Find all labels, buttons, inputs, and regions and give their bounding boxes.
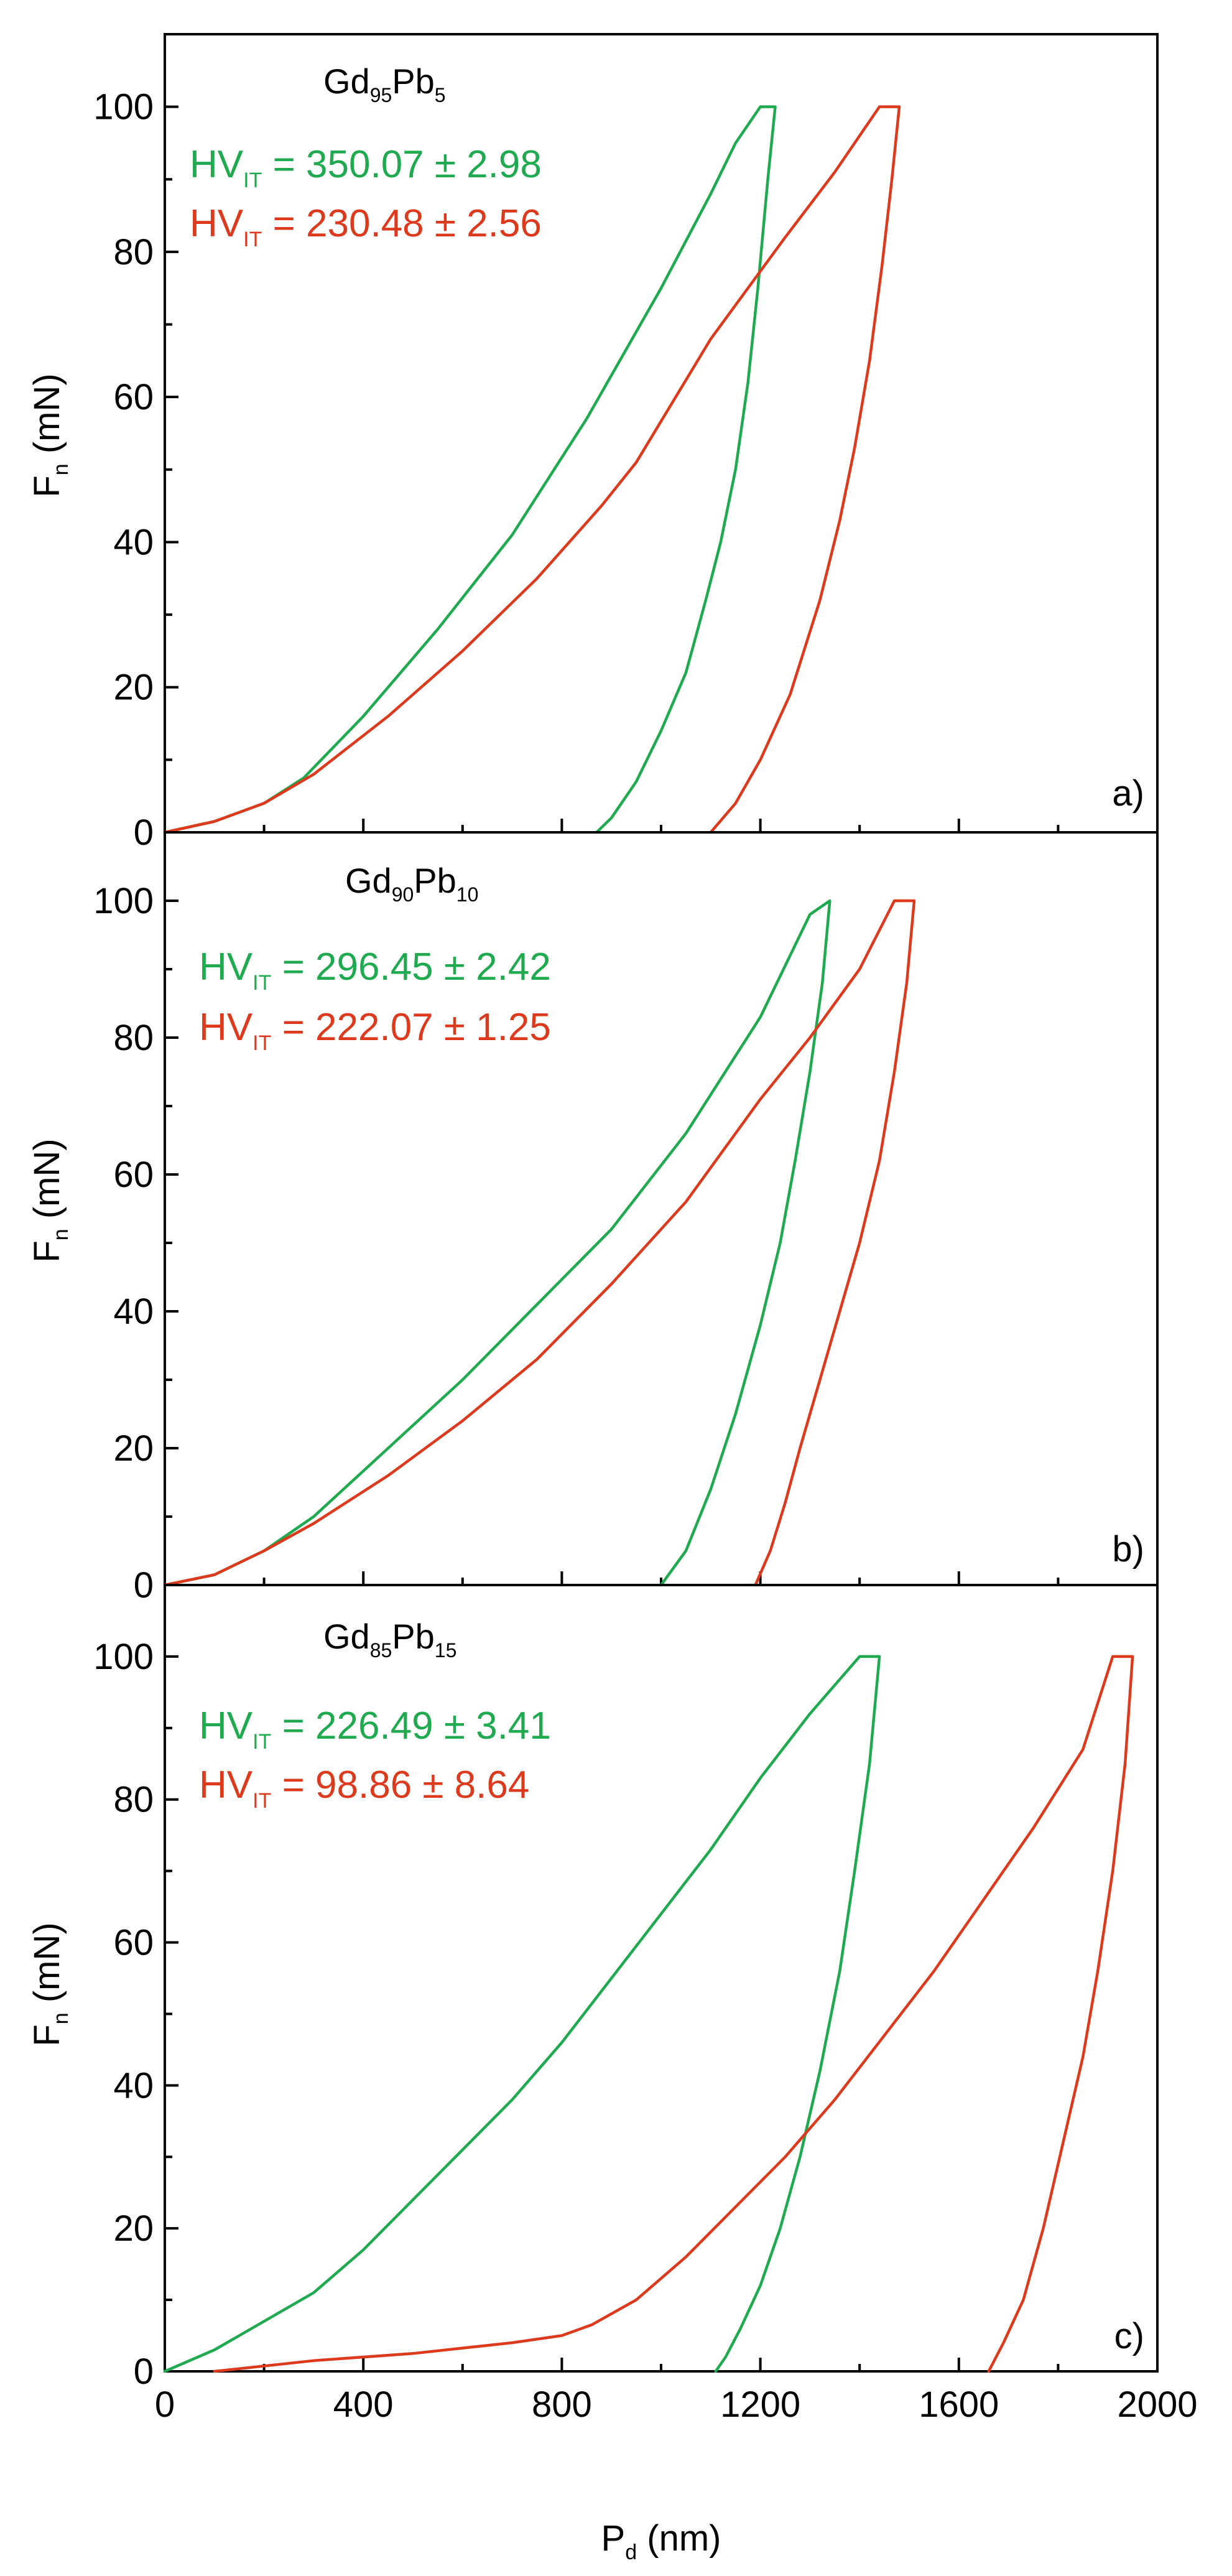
panel-label: c) [1114,2316,1144,2356]
x-tick-label: 400 [333,2384,394,2425]
y-axis-title: Fn (mN) [27,1922,73,2046]
y-axis-title: Fn (mN) [27,373,73,497]
y-tick-label: 60 [113,1155,154,1195]
y-tick-label: 20 [113,667,154,708]
hardness-red-label: HVIT = 98.86 ± 8.64 [199,1764,529,1813]
y-axis-title: Fn (mN) [27,1138,73,1262]
y-axis-ticks: 0 20 40 60 80 100 [93,881,1159,1606]
x-axis-ticks: 0 400 800 1200 1600 2000 [155,2384,1198,2425]
y-tick-label: 80 [113,1018,154,1058]
y-tick-label: 0 [134,1565,154,1606]
x-tick-label: 1600 [919,2384,999,2425]
y-tick-label: 40 [113,1291,154,1332]
panel-c: 0 20 40 60 80 100 Gd85Pb15 HVIT = 226.49 ± 3.… [27,1584,1159,2392]
composition-title: Gd95Pb5 [323,62,446,106]
y-tick-label: 20 [113,2208,154,2249]
y-tick-label: 80 [113,232,154,272]
series-line-green [163,105,777,834]
panel-b: 0 20 40 60 80 100 Gd90Pb10 HVIT = 296.45 ± 2.… [27,831,1159,1606]
series-line-green [163,1655,881,2373]
x-tick-label: 0 [155,2384,175,2425]
series-line-red [163,105,901,834]
hardness-green-label: HVIT = 296.45 ± 2.42 [199,946,551,995]
panel-a: 0 20 40 60 80 100 Gd95Pb5 HVIT = 350.07 ± 2.9… [27,33,1159,853]
y-tick-label: 0 [134,2351,154,2392]
panel-label: a) [1112,773,1144,814]
x-tick-label: 2000 [1117,2384,1197,2425]
hardness-red-label: HVIT = 222.07 ± 1.25 [199,1006,551,1055]
y-tick-label: 80 [113,1780,154,1820]
y-axis-ticks: 0 20 40 60 80 100 [93,1637,1159,2392]
y-tick-label: 40 [113,2065,154,2106]
hardness-green-label: HVIT = 226.49 ± 3.41 [199,1704,551,1754]
plot-series [163,105,901,834]
y-tick-label: 0 [134,812,154,853]
y-axis-ticks: 0 20 40 60 80 100 [93,87,1159,853]
y-tick-label: 100 [93,1637,154,1677]
x-tick-label: 800 [532,2384,592,2425]
y-tick-label: 20 [113,1428,154,1469]
hardness-red-label: HVIT = 230.48 ± 2.56 [190,202,542,251]
panel-label: b) [1112,1529,1144,1569]
plot-series [163,1655,1134,2373]
composition-title: Gd90Pb10 [345,861,478,906]
y-tick-label: 100 [93,881,154,921]
y-tick-label: 60 [113,1923,154,1963]
series-line-red [213,1655,1134,2373]
series-line-red [163,899,916,1587]
x-tick-label: 1200 [720,2384,800,2425]
hardness-green-label: HVIT = 350.07 ± 2.98 [190,143,542,192]
y-tick-label: 100 [93,87,154,128]
plot-series [163,899,916,1587]
series-line-green [163,899,831,1587]
composition-title: Gd85Pb15 [323,1617,456,1662]
y-tick-label: 40 [113,522,154,562]
y-tick-label: 60 [113,377,154,417]
x-axis-title: Pd (nm) [601,2518,721,2564]
